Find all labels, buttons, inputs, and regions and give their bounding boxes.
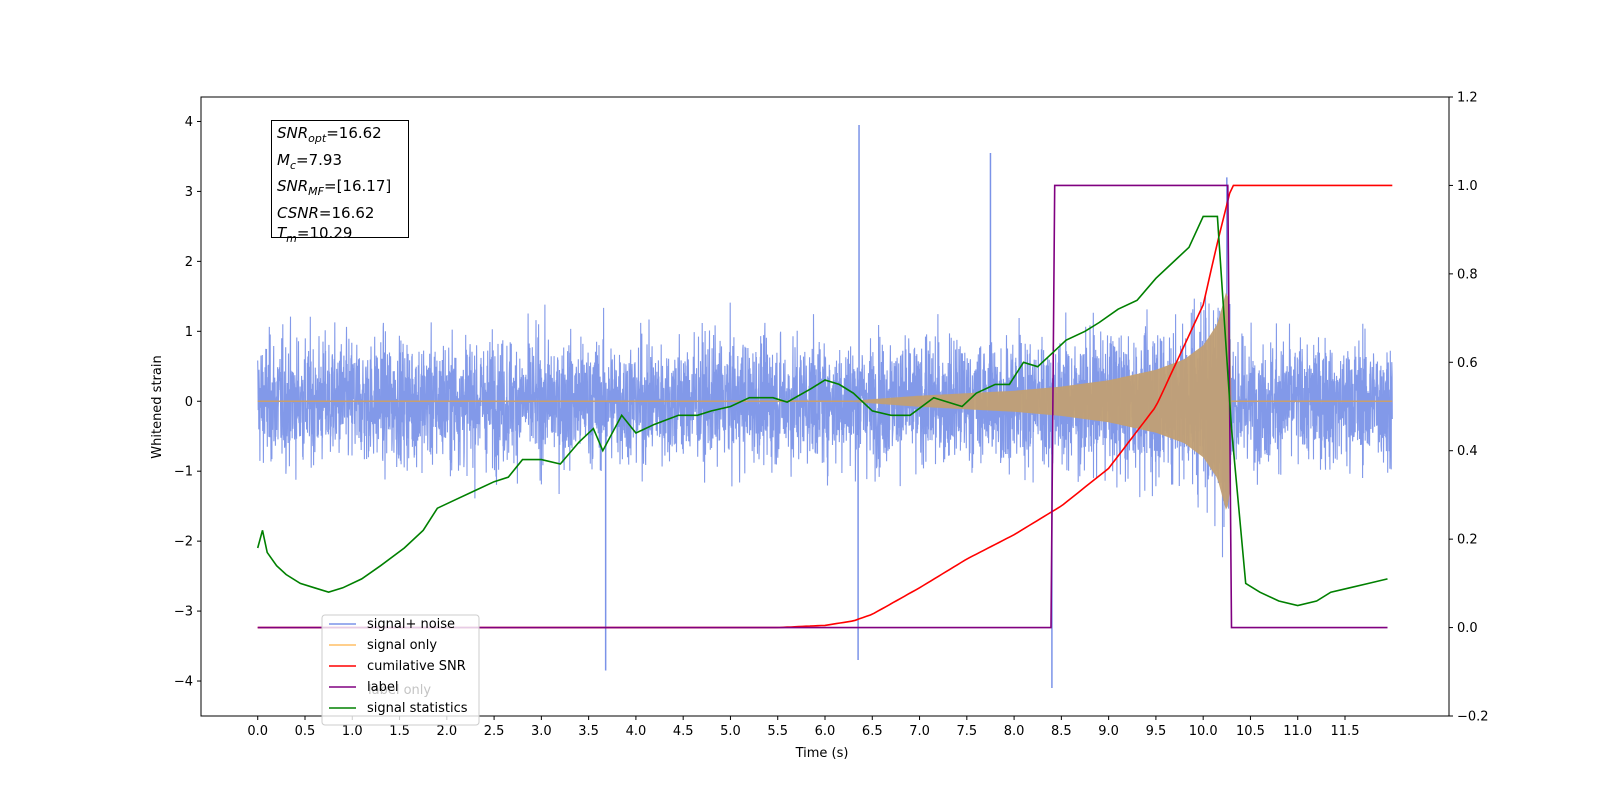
x-tick-label: 8.5	[1051, 724, 1072, 739]
y2-axis: 1.2 1.0 0.8 0.6 0.4 0.2 0.0 −0.2	[1449, 91, 1489, 725]
snr-mf-annotation: SNRMF=[16.17]	[277, 177, 392, 198]
x-tick-label: 5.5	[767, 724, 788, 739]
series-label	[257, 184, 1388, 629]
x-tick-label: 8.0	[1004, 724, 1025, 739]
x-tick-label: 2.5	[484, 724, 505, 739]
x-tick-label: 2.0	[436, 724, 457, 739]
x-tick-label: 3.0	[531, 724, 552, 739]
x-tick-label: 7.5	[956, 724, 977, 739]
x-tick-label: 9.5	[1146, 724, 1167, 739]
x-tick-label: 9.0	[1098, 724, 1119, 739]
y-tick-label: −2	[174, 535, 193, 550]
legend-frame	[321, 614, 480, 726]
x-tick-label: 11.0	[1283, 724, 1312, 739]
y2-tick-label: 0.8	[1457, 267, 1478, 282]
y-tick-label: −3	[174, 605, 193, 620]
y-axis: 4 3 2 1 0 −1 −2 −3 −4	[174, 115, 201, 690]
x-tick-label: 10.0	[1189, 724, 1218, 739]
y2-tick-label: −0.2	[1457, 710, 1489, 725]
x-tick-label: 10.5	[1236, 724, 1265, 739]
legend-label: signal only	[367, 638, 437, 653]
x-tick-label: 4.0	[626, 724, 647, 739]
legend-label: signal statistics	[367, 701, 468, 716]
x-tick-label: 6.5	[862, 724, 883, 739]
x-tick-label: 7.0	[909, 724, 930, 739]
x-tick-label: 4.5	[673, 724, 694, 739]
x-tick-label: 1.0	[342, 724, 363, 739]
x-tick-label: 6.0	[815, 724, 836, 739]
x-tick-label: 11.5	[1331, 724, 1360, 739]
y-tick-label: 1	[185, 325, 193, 340]
x-tick-label: 1.5	[389, 724, 410, 739]
y-tick-label: 4	[185, 115, 193, 130]
tm-annotation: Tm=10.29	[277, 224, 353, 245]
y-tick-label: −1	[174, 465, 193, 480]
series-signal-only	[853, 292, 1232, 510]
y2-tick-label: 0.4	[1457, 444, 1478, 459]
legend-label: signal+ noise	[367, 617, 455, 632]
x-tick-label: 3.5	[578, 724, 599, 739]
y2-tick-label: 0.6	[1457, 356, 1478, 371]
mc-annotation: Mc=7.93	[277, 150, 342, 172]
snr-opt-annotation: SNRopt=16.62	[277, 124, 382, 145]
annotation-box: SNRopt=16.62 Mc=7.93 SNRMF=[16.17] CSNR=…	[271, 120, 409, 245]
legend-overlapped-text: label only	[368, 683, 431, 698]
y-tick-label: 2	[185, 255, 193, 270]
y2-tick-label: 0.2	[1457, 533, 1478, 548]
y2-tick-label: 1.2	[1457, 91, 1478, 106]
series-signal-statistics	[256, 215, 1388, 607]
legend-label: cumilative SNR	[367, 659, 466, 674]
y-tick-label: 3	[185, 185, 193, 200]
y-tick-label: 0	[185, 395, 193, 410]
x-axis-title: Time (s)	[795, 746, 849, 761]
y2-tick-label: 0.0	[1457, 621, 1478, 636]
y2-tick-label: 1.0	[1457, 179, 1478, 194]
x-tick-label: 5.0	[720, 724, 741, 739]
csnr-annotation: CSNR=16.62	[277, 203, 375, 222]
x-tick-label: 0.5	[295, 724, 316, 739]
legend: label only signal+ noise signal only cumil…	[321, 614, 480, 726]
y-axis-title: Whitened strain	[150, 355, 165, 458]
x-tick-label: 0.0	[247, 724, 268, 739]
legend-label: label	[367, 680, 398, 695]
y-tick-label: −4	[174, 675, 193, 690]
